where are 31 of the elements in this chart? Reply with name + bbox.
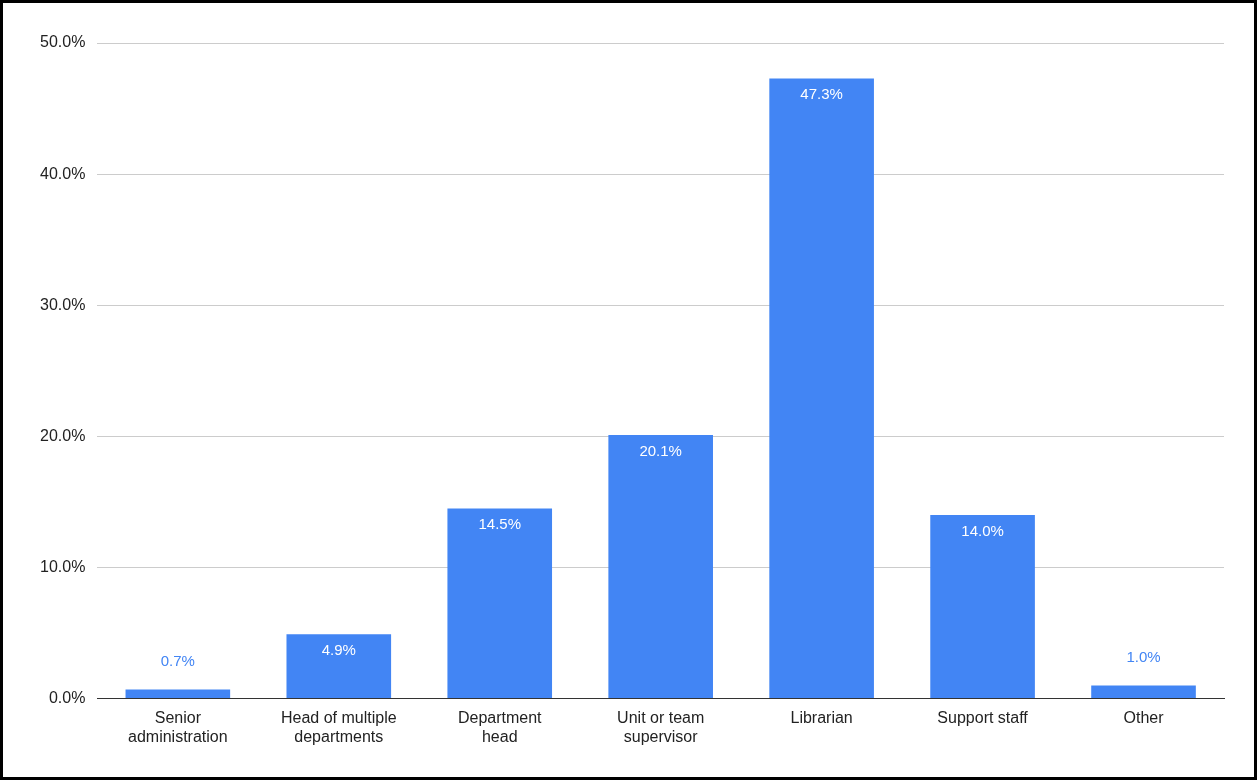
bar xyxy=(930,515,1035,699)
category-label: departments xyxy=(294,727,384,745)
bar xyxy=(769,78,874,699)
data-label: 14.0% xyxy=(961,521,1004,539)
x-tick-label: Other xyxy=(1123,708,1165,726)
data-label: 47.3% xyxy=(800,85,843,103)
y-tick-label: 0.0% xyxy=(48,689,86,707)
category-label: head xyxy=(481,727,518,745)
data-label: 1.0% xyxy=(1126,648,1161,666)
data-label: 0.7% xyxy=(160,652,195,670)
category-label: Senior xyxy=(154,708,201,726)
y-tick-label: 40.0% xyxy=(39,164,86,182)
x-tick-label: Librarian xyxy=(790,708,853,726)
x-tick-label: Support staff xyxy=(937,708,1029,726)
data-label: 14.5% xyxy=(478,515,522,533)
category-label: Head of multiple xyxy=(280,708,397,726)
y-tick-label: 30.0% xyxy=(39,295,86,313)
bar xyxy=(447,508,553,699)
bar xyxy=(286,634,392,699)
y-tick-label: 10.0% xyxy=(39,557,86,575)
bar xyxy=(608,435,713,699)
bar xyxy=(125,689,231,699)
y-tick-label: 50.0% xyxy=(39,33,86,51)
category-label: supervisor xyxy=(623,727,698,745)
category-label: Department xyxy=(457,708,542,726)
y-tick-label: 20.0% xyxy=(39,426,86,444)
bar xyxy=(1091,685,1196,699)
data-label: 4.9% xyxy=(321,640,356,658)
data-label: 20.1% xyxy=(639,441,682,459)
category-label: Unit or team xyxy=(617,708,705,726)
category-label: administration xyxy=(128,727,228,745)
